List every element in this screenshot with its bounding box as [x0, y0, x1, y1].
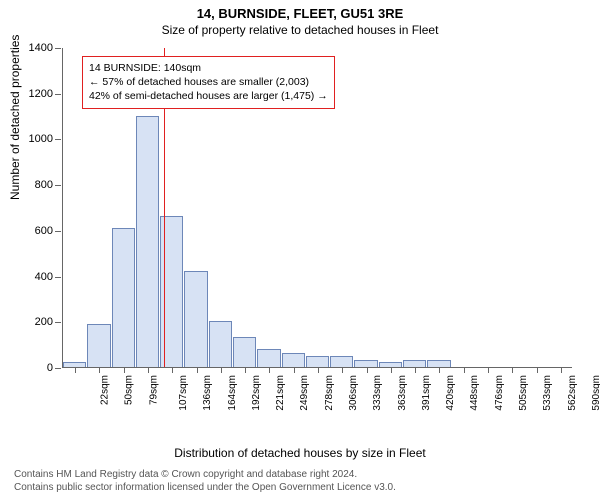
x-tick: [221, 367, 222, 373]
x-tick-label: 50sqm: [124, 375, 135, 405]
x-tick: [537, 367, 538, 373]
y-tick-label: 1000: [29, 133, 63, 145]
x-tick: [439, 367, 440, 373]
x-tick: [148, 367, 149, 373]
histogram-bar: [403, 360, 426, 367]
y-tick-label: 800: [35, 179, 63, 191]
x-tick: [172, 367, 173, 373]
x-tick-label: 249sqm: [300, 375, 311, 411]
y-tick-label: 0: [47, 362, 63, 374]
x-tick-label: 562sqm: [567, 375, 578, 411]
x-tick: [294, 367, 295, 373]
histogram-bar: [209, 321, 232, 367]
x-tick: [99, 367, 100, 373]
histogram-bar: [330, 356, 353, 367]
footer-line: Contains HM Land Registry data © Crown c…: [14, 469, 396, 482]
footer-line: Contains public sector information licen…: [14, 482, 396, 495]
x-tick: [464, 367, 465, 373]
x-tick-label: 505sqm: [518, 375, 529, 411]
x-tick: [269, 367, 270, 373]
x-tick-label: 448sqm: [470, 375, 481, 411]
x-tick-label: 306sqm: [348, 375, 359, 411]
x-tick-label: 391sqm: [421, 375, 432, 411]
x-tick-label: 278sqm: [324, 375, 335, 411]
histogram-bar: [257, 349, 280, 367]
x-tick-label: 22sqm: [100, 375, 111, 405]
x-tick-label: 590sqm: [591, 375, 600, 411]
x-tick-label: 192sqm: [251, 375, 262, 411]
x-tick-label: 164sqm: [227, 375, 238, 411]
x-tick: [124, 367, 125, 373]
x-tick-label: 420sqm: [445, 375, 456, 411]
x-tick: [561, 367, 562, 373]
x-tick: [197, 367, 198, 373]
x-tick: [245, 367, 246, 373]
x-tick-label: 107sqm: [178, 375, 189, 411]
annotation-row: 42% of semi-detached houses are larger (…: [89, 89, 328, 103]
x-tick: [415, 367, 416, 373]
x-tick-label: 136sqm: [202, 375, 213, 411]
x-tick: [75, 367, 76, 373]
histogram-bar: [136, 116, 159, 367]
x-axis-label: Distribution of detached houses by size …: [0, 446, 600, 460]
histogram-bar: [306, 356, 329, 367]
x-tick: [342, 367, 343, 373]
x-tick-label: 333sqm: [372, 375, 383, 411]
x-tick: [318, 367, 319, 373]
x-tick: [488, 367, 489, 373]
histogram-bar: [233, 337, 256, 367]
y-tick-label: 1200: [29, 88, 63, 100]
y-tick-label: 1400: [29, 42, 63, 54]
y-tick-label: 200: [35, 316, 63, 328]
page-title: 14, BURNSIDE, FLEET, GU51 3RE: [0, 0, 600, 21]
x-tick: [512, 367, 513, 373]
footer-attribution: Contains HM Land Registry data © Crown c…: [14, 469, 396, 494]
x-tick-label: 79sqm: [148, 375, 159, 405]
y-tick-label: 600: [35, 225, 63, 237]
histogram-bar: [87, 324, 110, 367]
page-subtitle: Size of property relative to detached ho…: [0, 21, 600, 37]
x-tick-label: 476sqm: [494, 375, 505, 411]
y-tick-label: 400: [35, 271, 63, 283]
histogram-bar: [354, 360, 377, 367]
annotation-row: ← 57% of detached houses are smaller (2,…: [89, 75, 328, 89]
x-tick-label: 363sqm: [397, 375, 408, 411]
annotation-box: 14 BURNSIDE: 140sqm← 57% of detached hou…: [82, 56, 335, 109]
histogram-bar: [184, 271, 207, 367]
y-axis-label: Number of detached properties: [8, 35, 22, 200]
x-tick-label: 533sqm: [542, 375, 553, 411]
histogram-bar: [427, 360, 450, 367]
annotation-row: 14 BURNSIDE: 140sqm: [89, 61, 328, 75]
x-tick: [367, 367, 368, 373]
x-tick: [391, 367, 392, 373]
histogram-bar: [112, 228, 135, 367]
histogram-bar: [282, 353, 305, 367]
x-tick-label: 221sqm: [275, 375, 286, 411]
